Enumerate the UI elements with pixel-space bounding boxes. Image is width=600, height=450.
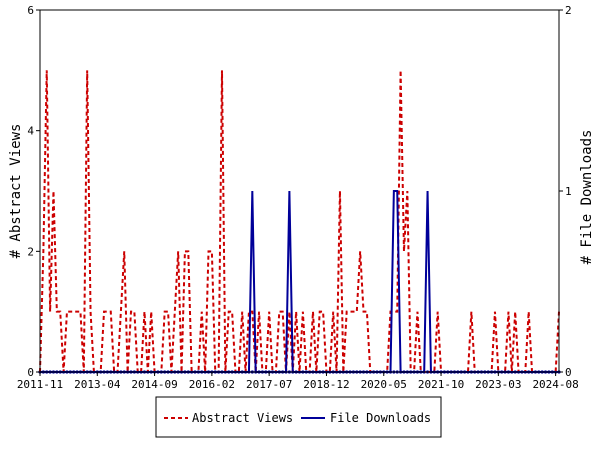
x-tick-label: 2021-10: [418, 378, 464, 391]
x-tick-label: 2013-04: [74, 378, 121, 391]
y-left-tick-label: 4: [27, 125, 34, 138]
legend-box: [155, 396, 442, 438]
x-tick-label: 2014-09: [131, 378, 177, 391]
x-tick-label: 2023-03: [475, 378, 521, 391]
axis-layer: 0 2 4 6 0 1 2 2011-11 2013-04 2014-09 2016-02 2017-…: [17, 4, 579, 391]
y-right-tick-label: 2: [565, 4, 572, 17]
y-left-tick-label: 6: [27, 4, 34, 17]
x-tick-label: 2020-05: [361, 378, 407, 391]
x-tick-label: 2024-08: [532, 378, 578, 391]
y-left-axis-title: # Abstract Views: [8, 124, 24, 259]
y-left-tick-label: 0: [27, 366, 34, 379]
x-tick-label: 2018-12: [303, 378, 349, 391]
y-left-tick-label: 2: [27, 245, 34, 258]
legend: Abstract Views File Downloads: [155, 396, 442, 438]
y-right-tick-label: 0: [565, 366, 572, 379]
legend-label-file-downloads: File Downloads: [330, 411, 431, 425]
legend-label-abstract-views: Abstract Views: [192, 411, 293, 425]
series-line-abstract-views: [39, 70, 560, 373]
x-tick-label: 2016-02: [189, 378, 235, 391]
x-tick-label: 2011-11: [17, 378, 63, 391]
y-right-tick-label: 1: [565, 185, 572, 198]
x-tick-label: 2017-07: [246, 378, 292, 391]
y-right-axis-title: # File Downloads: [579, 130, 595, 265]
